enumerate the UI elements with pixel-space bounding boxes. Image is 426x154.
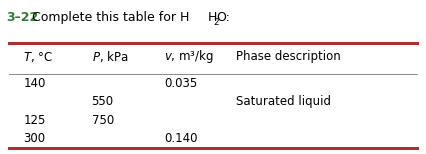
Text: $\it{v}$, m³/kg: $\it{v}$, m³/kg [164, 49, 214, 65]
Text: 2: 2 [213, 18, 219, 27]
Text: Complete this table for H: Complete this table for H [32, 11, 189, 24]
Text: $\it{T}$, °C: $\it{T}$, °C [23, 50, 54, 64]
Text: 300: 300 [23, 132, 46, 145]
Text: 125: 125 [23, 114, 46, 127]
Text: Saturated liquid: Saturated liquid [236, 95, 331, 108]
Text: O:: O: [216, 11, 230, 24]
Text: 3–22: 3–22 [6, 11, 39, 24]
Text: Phase description: Phase description [236, 51, 341, 63]
Text: 550: 550 [92, 95, 114, 108]
Text: H: H [207, 11, 217, 24]
Text: 0.140: 0.140 [164, 132, 198, 145]
Text: 140: 140 [23, 77, 46, 90]
Text: $\it{P}$, kPa: $\it{P}$, kPa [92, 49, 128, 65]
Text: 750: 750 [92, 114, 114, 127]
Text: 0.035: 0.035 [164, 77, 197, 90]
